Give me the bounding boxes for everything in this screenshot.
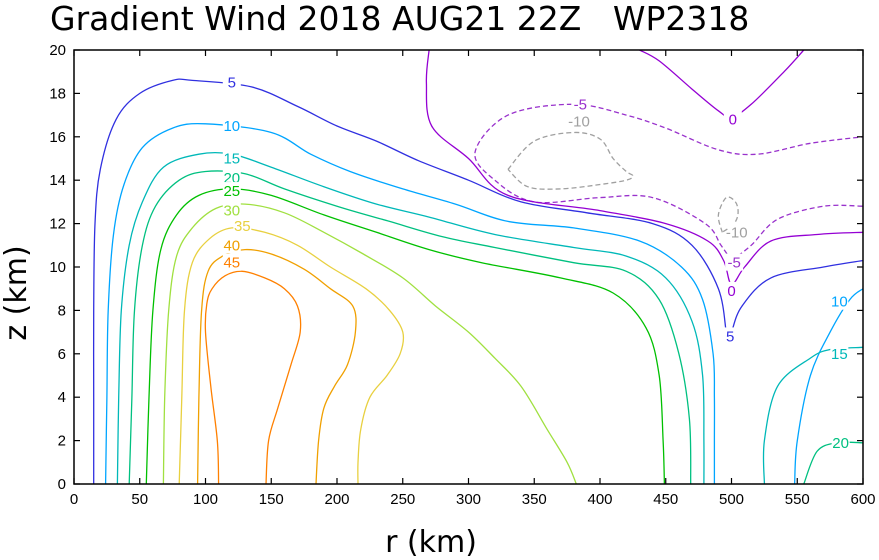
y-tick-label-8: 8	[58, 302, 66, 319]
contour-label-bg-0-1	[723, 110, 742, 128]
x-tick-label-550: 550	[785, 491, 810, 508]
contour-label-bg-15-2	[830, 344, 849, 362]
x-axis-ticks: 0 50 100 150 200 250 300 350 400 450 500 550 600	[70, 50, 876, 508]
contour-line-45-1	[204, 270, 302, 484]
contour-label-0-2: 0	[727, 283, 735, 300]
contour-line-20-2	[803, 441, 863, 484]
x-tick-label-200: 200	[324, 491, 349, 508]
contour-label-10-2: 10	[831, 294, 848, 311]
contour-label-bg-20-2	[831, 433, 850, 451]
contour-line-25-1	[145, 188, 666, 484]
y-tick-label-10: 10	[49, 259, 66, 276]
contour-label-15-2: 15	[831, 346, 848, 363]
contour-label-bg--10-2	[727, 223, 746, 241]
contour-lines	[92, 50, 863, 484]
contour-label-bg-5-1	[222, 73, 241, 91]
x-tick-label-100: 100	[193, 491, 218, 508]
contour-line-40-1	[196, 248, 357, 484]
contour-label-0-1: 0	[729, 111, 737, 128]
contour-line-10-2	[793, 288, 863, 484]
y-tick-label-20: 20	[49, 42, 66, 59]
contour-label-40-1: 40	[223, 237, 240, 254]
contour-label-10-1: 10	[223, 118, 240, 135]
contour-label-bg-20-1	[222, 169, 241, 187]
contour-line-0-1	[425, 50, 863, 286]
contour-label-bg-10-2	[830, 292, 849, 310]
contour-line--5-1	[474, 103, 863, 261]
contour-label-45-1: 45	[223, 255, 240, 272]
y-tick-label-4: 4	[58, 389, 66, 406]
contour-label-25-1: 25	[223, 183, 240, 200]
chart-title: Gradient Wind 2018 AUG21 22Z WP2318	[50, 0, 749, 38]
x-axis-label: r (km)	[385, 525, 477, 560]
x-tick-label-150: 150	[259, 491, 284, 508]
y-tick-label-2: 2	[58, 433, 66, 450]
contour-line-0-2	[639, 50, 805, 119]
contour-label--5-2: -5	[727, 255, 740, 272]
contour-label-bg-45-1	[222, 253, 241, 271]
contour-line--5-2	[731, 204, 863, 262]
x-tick-label-250: 250	[390, 491, 415, 508]
contour-label-bg--5-1	[571, 95, 590, 113]
contour-label-5-1: 5	[228, 75, 236, 92]
x-tick-label-0: 0	[70, 491, 78, 508]
contour-label-20-2: 20	[832, 435, 849, 452]
contour-label-bg-10-1	[222, 116, 241, 134]
y-tick-label-12: 12	[49, 216, 66, 233]
contour-line-15-1	[116, 151, 705, 484]
contour-line-30-1	[162, 203, 577, 484]
contour-label-30-1: 30	[223, 203, 240, 220]
contour-label-15-1: 15	[223, 151, 240, 168]
y-axis-label: z (km)	[0, 245, 34, 340]
contour-label-bg-0-2	[722, 281, 741, 299]
x-tick-label-400: 400	[587, 491, 612, 508]
contour-line--10-1	[507, 131, 634, 190]
x-tick-label-600: 600	[850, 491, 875, 508]
contour-line--10-2	[717, 196, 739, 233]
contour-label-bg-5-2	[721, 327, 740, 345]
x-tick-label-300: 300	[456, 491, 481, 508]
y-tick-label-14: 14	[49, 172, 66, 189]
contour-label-bg--10-1	[569, 112, 588, 130]
contour-label--10-1: -10	[568, 114, 590, 131]
contour-label-bg--5-2	[725, 253, 744, 271]
contour-line-35-1	[178, 227, 405, 484]
contour-label--5-1: -5	[574, 96, 587, 113]
contour-line-5-1	[92, 78, 863, 484]
y-tick-label-18: 18	[49, 85, 66, 102]
y-tick-label-6: 6	[58, 346, 66, 363]
contour-line-10-1	[104, 122, 716, 484]
contour-label-5-2: 5	[726, 328, 734, 345]
contour-label-35-1: 35	[234, 218, 251, 235]
contour-label-bg-35-1	[233, 216, 252, 234]
x-tick-label-350: 350	[522, 491, 547, 508]
contour-label-bg-30-1	[222, 201, 241, 219]
contour-label-bg-25-1	[222, 182, 241, 200]
y-tick-label-0: 0	[58, 476, 66, 493]
x-tick-label-450: 450	[653, 491, 678, 508]
y-axis-ticks: 0 2 4 6 8 10 12 14 16 18 20	[49, 42, 863, 493]
contour-label--10-2: -10	[726, 224, 748, 241]
x-tick-label-500: 500	[719, 491, 744, 508]
x-tick-label-50: 50	[131, 491, 148, 508]
contour-label-bg-40-1	[222, 236, 241, 254]
contour-label-bg-15-1	[222, 149, 241, 167]
y-tick-label-16: 16	[49, 129, 66, 146]
contour-line-20-1	[128, 170, 692, 484]
